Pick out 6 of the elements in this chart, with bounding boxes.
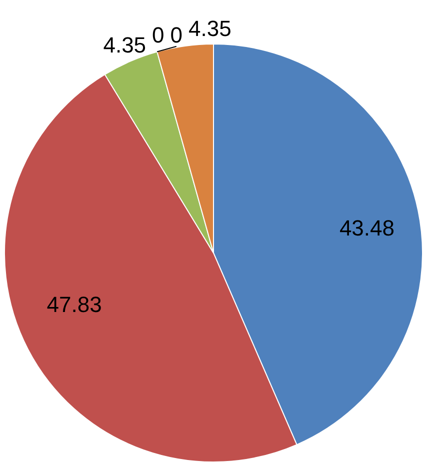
text: 0 — [170, 22, 183, 48]
text: 0 — [152, 22, 164, 48]
data-label: 47.83 — [46, 292, 102, 317]
data-label: 4.35 — [188, 16, 232, 42]
data-label: 4.35 — [103, 32, 146, 58]
data-label: 43.48 — [339, 216, 394, 241]
